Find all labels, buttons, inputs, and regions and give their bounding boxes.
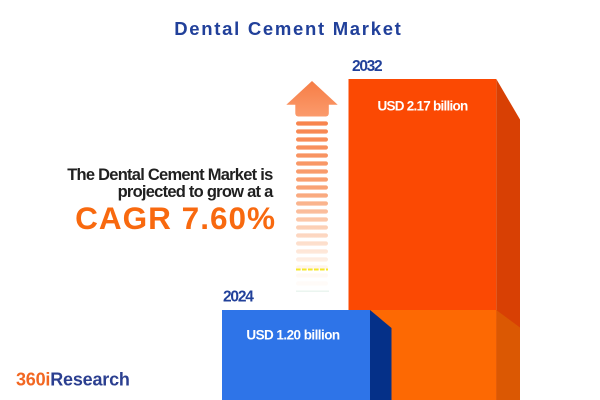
svg-text:2024: 2024 xyxy=(223,289,254,306)
svg-text:USD 2.17 billion: USD 2.17 billion xyxy=(377,98,468,113)
svg-text:The Dental Cement Market is: The Dental Cement Market is xyxy=(67,166,273,184)
svg-text:Dental Cement Market: Dental Cement Market xyxy=(174,18,402,39)
svg-text:360iResearch: 360iResearch xyxy=(16,370,130,390)
svg-text:CAGR 7.60%: CAGR 7.60% xyxy=(75,200,276,236)
svg-text:USD 1.20 billion: USD 1.20 billion xyxy=(246,328,340,343)
svg-text:projected to grow at a: projected to grow at a xyxy=(118,183,275,201)
svg-text:2032: 2032 xyxy=(352,58,382,75)
